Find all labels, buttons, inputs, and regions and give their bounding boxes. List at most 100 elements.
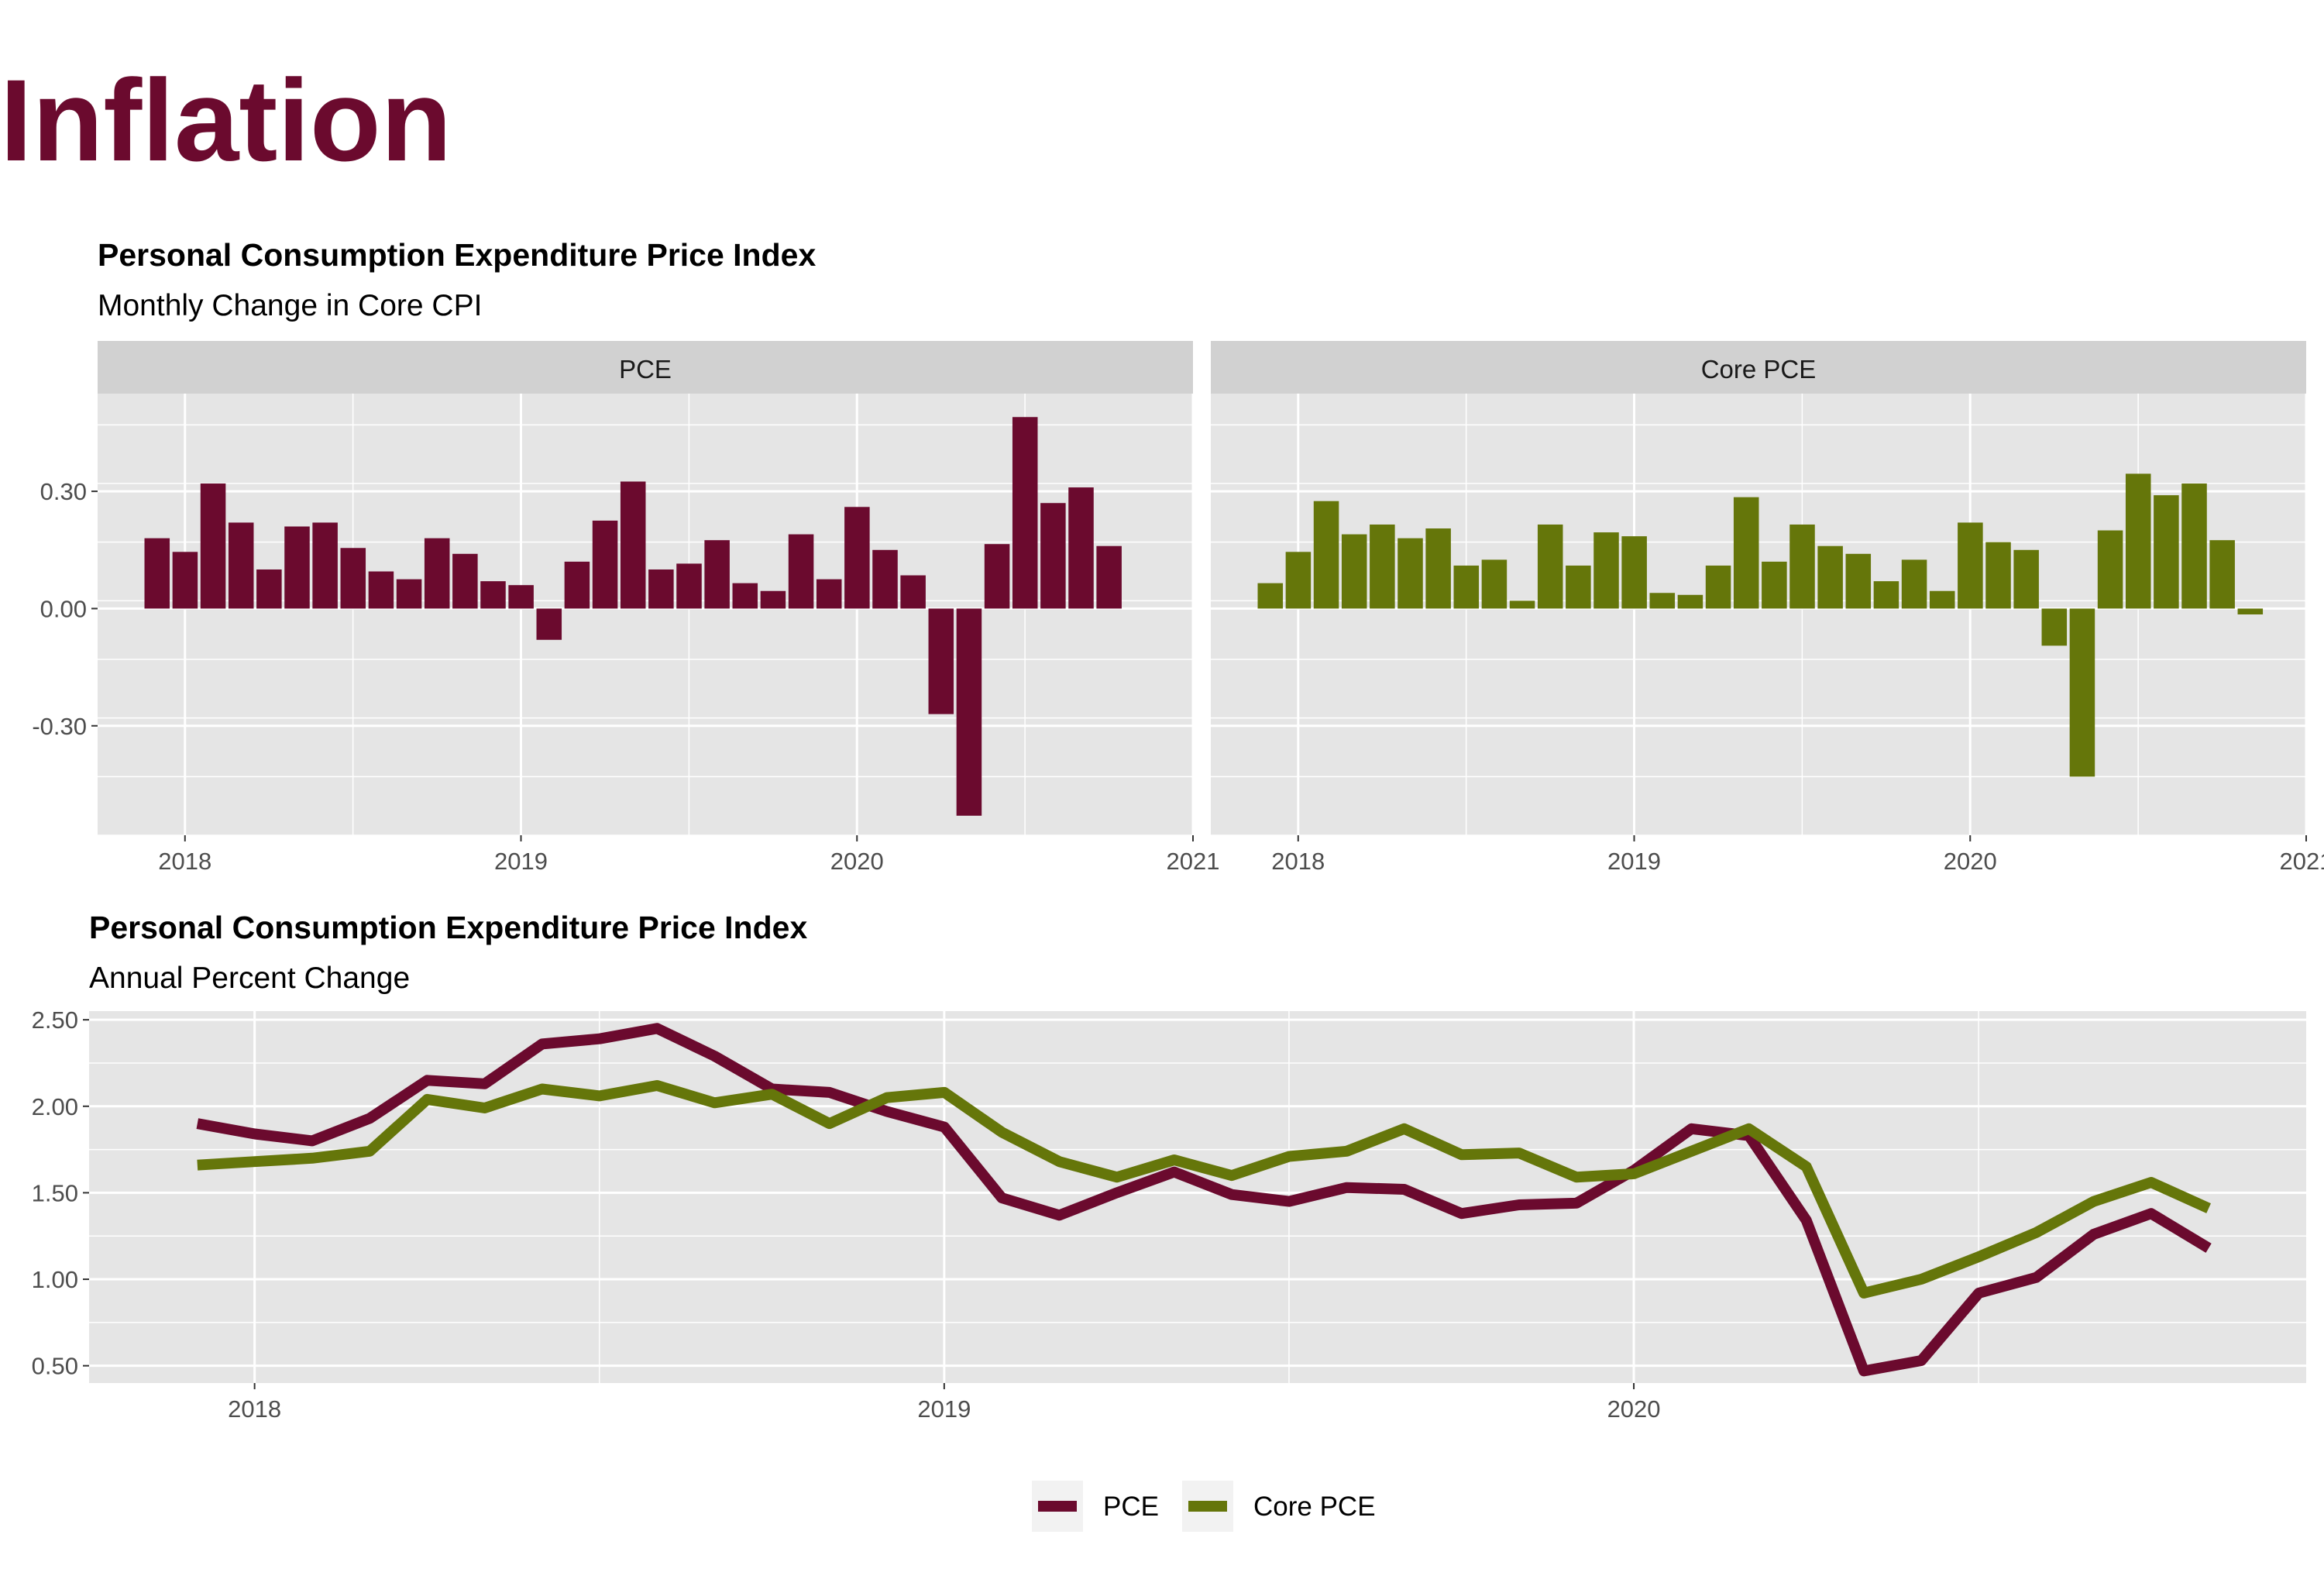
facet-strip-core-pce: [1211, 341, 2306, 394]
x-tick-label: 2018: [158, 848, 211, 875]
bar: [144, 538, 170, 609]
x-tick-label: 2020: [1944, 848, 1997, 875]
bar: [1509, 600, 1535, 609]
bar: [1425, 528, 1451, 609]
gridlines-core-pce: [1211, 394, 2308, 836]
gridlines-annual: [89, 1011, 2306, 1383]
y-tick-label: 2.00: [32, 1093, 78, 1120]
bar: [1873, 581, 1899, 609]
monthly-chart-title: Personal Consumption Expenditure Price I…: [98, 237, 816, 273]
y-tick-label: 0.30: [40, 478, 87, 505]
bar: [1566, 565, 1591, 609]
bar: [1705, 565, 1731, 609]
bar: [1621, 536, 1647, 609]
bar: [508, 585, 534, 609]
x-ticks-core-pce: 2018 2019 2020 2021: [1271, 835, 2324, 875]
y-tick-label: 1.50: [32, 1179, 78, 1206]
bar: [340, 548, 366, 609]
bar: [1845, 553, 1872, 609]
annual-line-chart: 2018 2019 2020 2.50 2.00 1.50 1.00 0.50: [32, 1006, 2306, 1423]
bar: [200, 483, 226, 609]
x-tick-label: 2021: [1167, 848, 1220, 875]
x-tick-label: 2019: [917, 1395, 971, 1423]
bar: [1096, 545, 1122, 609]
y-tick-label: 2.50: [32, 1006, 78, 1034]
legend: PCE Core PCE: [1032, 1481, 1376, 1532]
bar: [984, 544, 1010, 609]
bar: [1481, 559, 1508, 609]
bar: [1537, 524, 1563, 609]
bar: [1040, 503, 1066, 609]
y-ticks-annual: 2.50 2.00 1.50 1.00 0.50: [32, 1006, 89, 1380]
x-tick-label: 2019: [494, 848, 548, 875]
x-tick-label: 2019: [1607, 848, 1661, 875]
bar: [928, 608, 954, 714]
x-tick-label: 2020: [1607, 1395, 1661, 1423]
bar: [1733, 497, 1759, 609]
bar: [1929, 590, 1955, 609]
bar: [284, 526, 310, 609]
bar: [2237, 608, 2264, 614]
plot-area-annual: [89, 1011, 2306, 1383]
bar: [1397, 538, 1423, 609]
series-lines-annual: [196, 1023, 2212, 1377]
y-ticks-monthly: 0.30 0.00 -0.30: [32, 478, 98, 740]
series-line-core-pce: [197, 1080, 2211, 1299]
bar: [676, 563, 702, 609]
bar: [1762, 561, 1787, 609]
facet-panel-core-pce: Core PCE 2018 2019 2020 2021: [1211, 341, 2324, 875]
bar: [816, 579, 842, 609]
bar: [900, 575, 926, 609]
bar: [2041, 608, 2068, 646]
page-title: Inflation: [0, 55, 452, 185]
bar: [760, 590, 786, 609]
bar: [1285, 552, 1312, 609]
bar: [872, 549, 898, 609]
annual-chart-title: Personal Consumption Expenditure Price I…: [89, 910, 807, 945]
x-ticks-pce: 2018 2019 2020 2021: [158, 835, 1219, 875]
bar: [1958, 522, 1983, 609]
plot-area-pce: [98, 394, 1193, 835]
x-tick-label: 2018: [1271, 848, 1325, 875]
facet-strip-pce: [98, 341, 1193, 394]
x-ticks-annual: 2018 2019 2020: [228, 1383, 1661, 1423]
bar: [2154, 495, 2179, 609]
bar: [1453, 565, 1480, 609]
bar: [2013, 549, 2039, 609]
facet-panel-pce: PCE 2018 2019 2020 2021 0.30 0.00 -0.30: [32, 341, 1219, 875]
facet-label-core-pce: Core PCE: [1701, 355, 1817, 384]
bar: [1593, 532, 1619, 609]
bars-core-pce: [1257, 473, 2264, 777]
bar: [1257, 583, 1284, 609]
bar: [788, 534, 814, 609]
y-tick-label: 0.50: [32, 1353, 78, 1380]
facet-label-pce: PCE: [619, 355, 672, 384]
bar: [228, 522, 254, 609]
bar: [1370, 524, 1395, 609]
bar: [1789, 524, 1815, 609]
series-line-pce: [196, 1023, 2212, 1377]
bar: [424, 538, 450, 609]
legend-label-core-pce: Core PCE: [1253, 1492, 1376, 1522]
bar: [1901, 559, 1927, 609]
bar: [732, 583, 758, 609]
bar: [1649, 593, 1676, 609]
bar: [1817, 545, 1843, 609]
bar: [480, 581, 506, 609]
bar: [2209, 540, 2235, 609]
plot-area-core-pce: [1211, 394, 2306, 835]
bar: [2181, 483, 2207, 609]
bar: [2069, 608, 2095, 777]
bar: [2097, 530, 2123, 609]
bar: [1677, 594, 1703, 609]
bar: [1985, 542, 2011, 609]
bar: [620, 481, 646, 609]
bar: [564, 561, 590, 609]
bar: [1012, 417, 1038, 609]
bar: [1341, 534, 1367, 609]
bar: [396, 579, 422, 609]
bar: [536, 608, 562, 640]
bar: [704, 540, 730, 609]
x-tick-label: 2020: [830, 848, 884, 875]
